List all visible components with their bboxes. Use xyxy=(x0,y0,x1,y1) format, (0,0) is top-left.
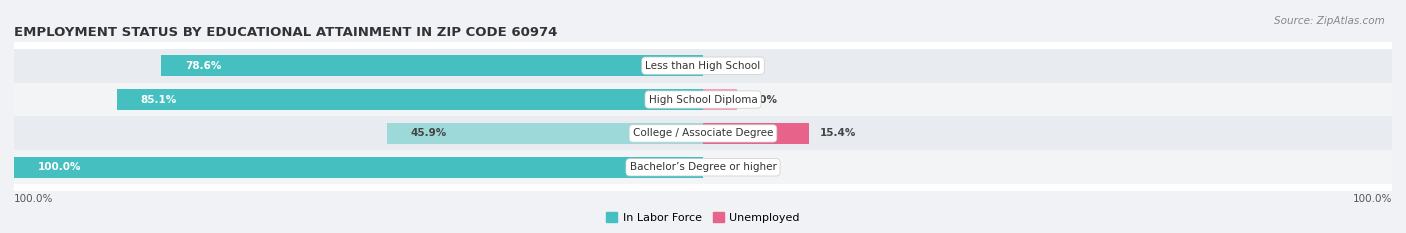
Text: 78.6%: 78.6% xyxy=(186,61,222,71)
Text: High School Diploma: High School Diploma xyxy=(648,95,758,105)
Text: College / Associate Degree: College / Associate Degree xyxy=(633,128,773,138)
Bar xyxy=(14,116,1392,150)
Text: 15.4%: 15.4% xyxy=(820,128,856,138)
Text: 100.0%: 100.0% xyxy=(1353,194,1392,204)
Text: 5.0%: 5.0% xyxy=(748,95,776,105)
Bar xyxy=(14,83,1392,116)
Text: 85.1%: 85.1% xyxy=(141,95,177,105)
Text: Bachelor’s Degree or higher: Bachelor’s Degree or higher xyxy=(630,162,776,172)
Text: Source: ZipAtlas.com: Source: ZipAtlas.com xyxy=(1274,16,1385,26)
Text: 0.0%: 0.0% xyxy=(713,162,742,172)
Bar xyxy=(14,150,1392,184)
Bar xyxy=(387,123,703,144)
Bar xyxy=(14,49,1392,83)
Text: 45.9%: 45.9% xyxy=(411,128,447,138)
Text: Less than High School: Less than High School xyxy=(645,61,761,71)
Text: EMPLOYMENT STATUS BY EDUCATIONAL ATTAINMENT IN ZIP CODE 60974: EMPLOYMENT STATUS BY EDUCATIONAL ATTAINM… xyxy=(14,26,557,39)
Bar xyxy=(162,55,703,76)
Text: 100.0%: 100.0% xyxy=(14,194,53,204)
Bar xyxy=(14,157,703,178)
Text: 0.0%: 0.0% xyxy=(713,61,742,71)
Text: 100.0%: 100.0% xyxy=(38,162,82,172)
Bar xyxy=(703,89,738,110)
Bar xyxy=(703,123,808,144)
Bar xyxy=(117,89,703,110)
Legend: In Labor Force, Unemployed: In Labor Force, Unemployed xyxy=(606,212,800,223)
